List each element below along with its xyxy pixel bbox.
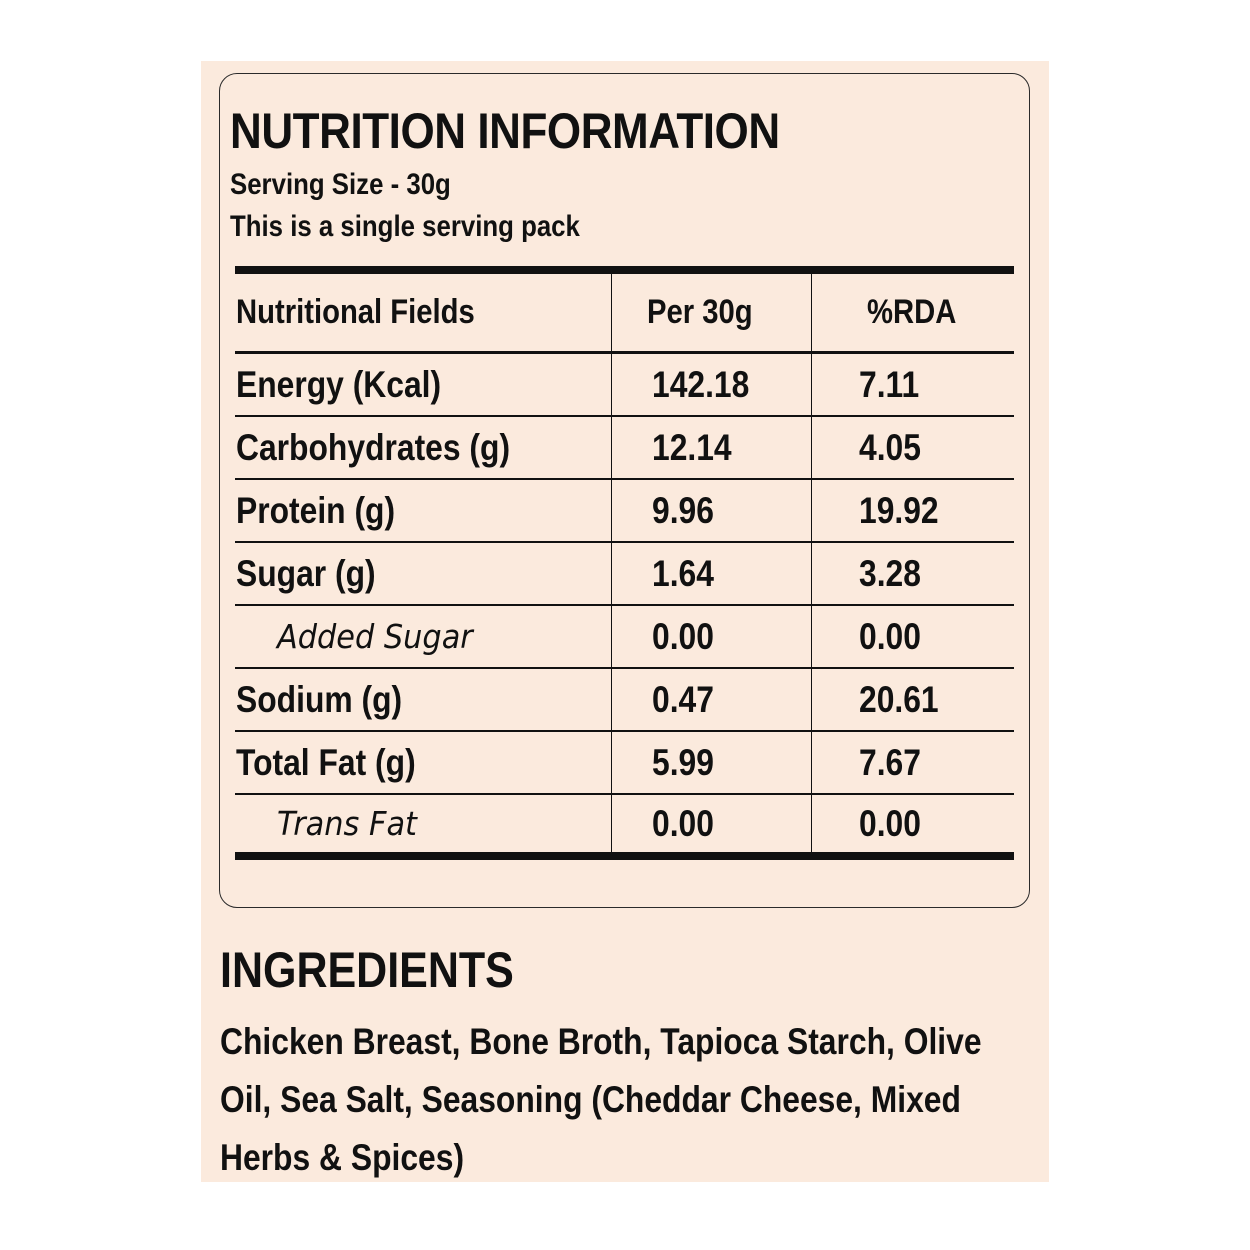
row-per: 0.00: [612, 795, 812, 852]
row-per: 12.14: [612, 417, 812, 478]
table-bottom-rule: [235, 852, 1014, 860]
row-rda: 7.11: [859, 363, 920, 405]
row-field: Trans Fat: [235, 795, 612, 852]
row-rda: 4.05: [859, 426, 921, 468]
row-field: Carbohydrates (g): [235, 417, 612, 478]
row-field: Sodium (g): [235, 669, 612, 730]
row-rda: 0.00: [859, 802, 921, 844]
nutrition-panel: NUTRITION INFORMATION Serving Size - 30g…: [219, 73, 1030, 908]
ingredients-list: Chicken Breast, Bone Broth, Tapioca Star…: [220, 1021, 982, 1178]
table-row: Added Sugar 0.00 0.00: [235, 606, 1014, 669]
row-field: Sugar (g): [235, 543, 612, 604]
product-label: NUTRITION INFORMATION Serving Size - 30g…: [201, 61, 1049, 1182]
row-rda: 7.67: [859, 741, 921, 783]
ingredients-title: INGREDIENTS: [220, 942, 514, 998]
nutrition-title: NUTRITION INFORMATION: [230, 103, 780, 159]
table-row: Sodium (g) 0.47 20.61: [235, 669, 1014, 732]
row-rda: 20.61: [859, 678, 939, 720]
table-header-row: Nutritional Fields Per 30g %RDA: [235, 274, 1014, 354]
table-top-rule: [235, 266, 1014, 274]
row-per: 0.47: [612, 669, 812, 730]
row-per: 9.96: [612, 480, 812, 541]
row-rda: 19.92: [859, 489, 939, 531]
row-field: Total Fat (g): [235, 732, 612, 793]
column-header-per: Per 30g: [612, 274, 812, 351]
row-per: 5.99: [612, 732, 812, 793]
serving-note: This is a single serving pack: [230, 210, 580, 243]
row-field: Added Sugar: [235, 606, 612, 667]
row-field: Energy (Kcal): [235, 354, 612, 415]
table-row: Trans Fat 0.00 0.00: [235, 795, 1014, 852]
row-per: 1.64: [612, 543, 812, 604]
serving-size: Serving Size - 30g: [230, 168, 451, 201]
table-row: Sugar (g) 1.64 3.28: [235, 543, 1014, 606]
row-rda: 0.00: [859, 615, 921, 657]
table-row: Total Fat (g) 5.99 7.67: [235, 732, 1014, 795]
table-row: Protein (g) 9.96 19.92: [235, 480, 1014, 543]
table-row: Energy (Kcal) 142.18 7.11: [235, 354, 1014, 417]
row-rda: 3.28: [859, 552, 921, 594]
column-header-field: Nutritional Fields: [235, 274, 612, 351]
row-field: Protein (g): [235, 480, 612, 541]
column-header-rda: %RDA: [867, 293, 957, 331]
nutrition-table: Nutritional Fields Per 30g %RDA Energy (…: [235, 266, 1014, 860]
row-per: 142.18: [612, 354, 812, 415]
table-row: Carbohydrates (g) 12.14 4.05: [235, 417, 1014, 480]
row-per: 0.00: [612, 606, 812, 667]
